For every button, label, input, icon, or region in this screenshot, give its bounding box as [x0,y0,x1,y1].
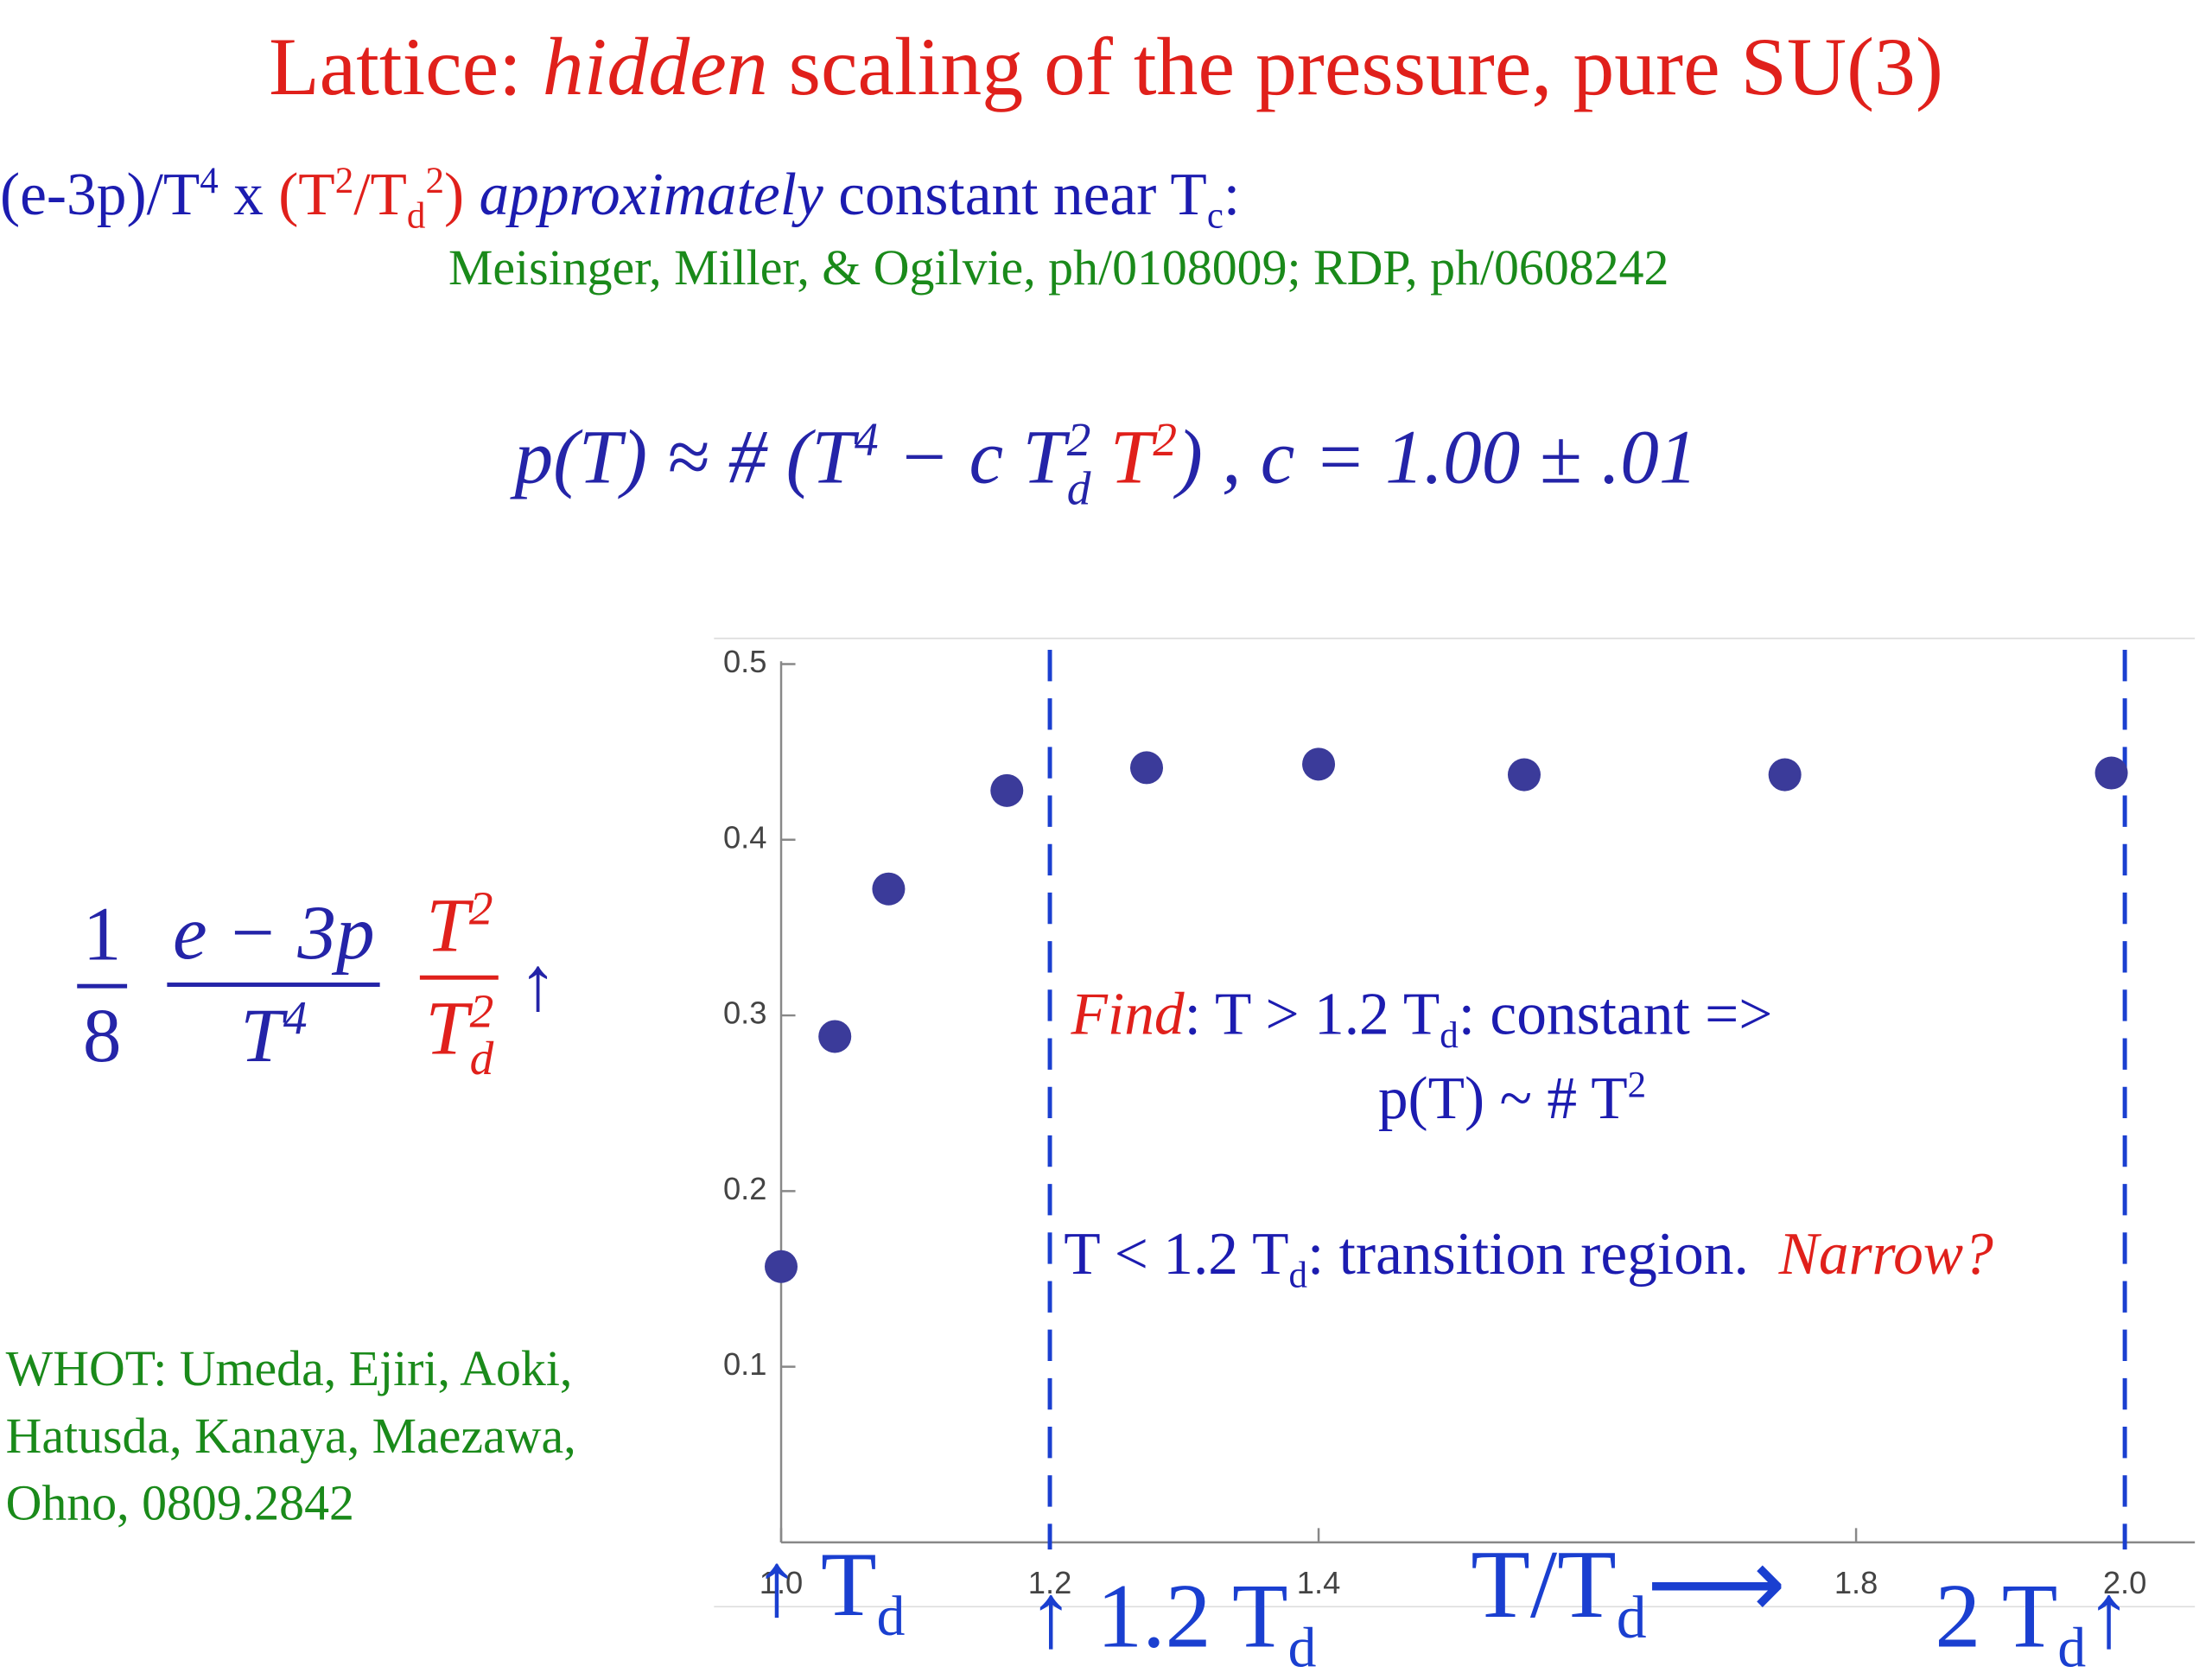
text: 2 [1066,414,1091,467]
text: Hatusda, Kanaya, Maezawa, [5,1408,576,1464]
text: (T [278,162,335,229]
annotation: Find: T > 1.2 Td: constant => [1071,985,1773,1054]
text: ⟶ [1646,1530,1786,1638]
title-part: Lattice: [269,20,543,113]
title: Lattice: hidden scaling of the pressure,… [0,25,2212,109]
x-tick-label: 2.0 [2103,1565,2147,1600]
text: : constant => [1458,983,1773,1049]
text: T [1090,414,1154,500]
x-tick-label: 1.4 [1297,1565,1341,1600]
data-point [1129,751,1164,785]
y-tick-label: 0.5 [723,644,767,679]
text: 1 [77,895,128,989]
text: p(T) ~ # T [1377,1066,1628,1133]
text: : transition region. [1307,1222,1779,1288]
x-tick-label: 1.8 [1834,1565,1878,1600]
text: e − 3p [167,894,381,988]
text: 2 [1627,1064,1647,1106]
text: 2 [468,882,493,936]
text: approximately [464,162,823,229]
text: T/T [1471,1530,1617,1638]
data-point [765,1250,798,1283]
annotation: T < 1.2 Td: transition region. Narrow? [1064,1225,1993,1294]
text: 4 [855,414,879,467]
text: p(T) ≈ # (T [514,414,855,500]
text: 2 T [1935,1565,2058,1667]
text: 4 [200,160,219,202]
text: x [218,162,279,229]
reference: Meisinger, Miller, & Ogilvie, ph/0108009… [448,239,1669,296]
text: T < 1.2 T [1064,1222,1289,1288]
text: ) [1177,414,1203,500]
text: − c T [878,414,1066,500]
y-tick-label: 0.4 [723,819,767,855]
text: /T [353,162,407,229]
data-point [872,872,906,906]
text: T [425,985,469,1072]
text: d [1287,1616,1317,1679]
text: d [406,194,426,237]
x-tick-label: 1.0 [760,1565,804,1600]
annotation: p(T) ~ # T2 [1377,1064,1647,1133]
text: d [1066,461,1091,515]
subtitle: (e-3p)/T4 x (T2/Td2) approximately const… [0,162,1240,234]
text: ↑ [518,941,557,1028]
text: : [1223,162,1241,229]
text: ↑ T [753,1533,877,1636]
title-part: scaling of the pressure, pure SU(3) [767,20,1943,113]
text: d [1616,1584,1647,1652]
data-point [990,773,1024,807]
credit: WHOT: Umeda, Ejiri, Aoki, Hatusda, Kanaya… [6,1335,576,1536]
text: (e-3p)/T [0,162,200,229]
data-point [2094,756,2128,790]
data-point [818,1020,852,1053]
data-point [1768,758,1802,792]
text: d [876,1585,906,1648]
text: 4 [283,993,308,1046]
text: : T > 1.2 T [1184,983,1440,1049]
data-point [1302,747,1336,781]
arrow-label: ↑ Td [754,1539,906,1648]
text: T [240,993,283,1079]
text: ) [443,162,465,229]
text: 2 [425,160,444,202]
text: c [1206,194,1224,237]
text: 2 [1153,414,1178,467]
text: ↑ 1.2 T [1027,1565,1288,1667]
text: 2 [469,985,494,1039]
text: d [1288,1254,1308,1296]
y-tick-label: 0.1 [723,1346,767,1382]
text: 2 [334,160,354,202]
x-tick-label: 1.2 [1028,1565,1072,1600]
y-tick-label: 0.2 [723,1171,767,1206]
data-point [1507,758,1541,792]
text: Ohno, 0809.2842 [5,1475,354,1531]
x-axis-label: T/Td⟶ [1471,1536,1785,1650]
text: , c = 1.00 ± .01 [1202,414,1698,500]
text: Narrow? [1778,1222,1993,1288]
text: WHOT: Umeda, Ejiri, Aoki, [5,1340,573,1397]
arrow-label: ↑ 1.2 Td [1028,1570,1317,1679]
text: d [1440,1014,1459,1056]
text: constant near T [823,162,1207,229]
arrow-label: 2 Td↑ [1935,1570,2132,1679]
text: d [2057,1616,2087,1679]
text: Find [1071,983,1185,1049]
text: 8 [82,992,122,1078]
text: d [469,1033,494,1086]
text: ↑ [2086,1565,2133,1667]
y-tick-label: 0.3 [723,995,767,1031]
title-part: hidden [542,20,768,113]
text: T [426,882,469,969]
